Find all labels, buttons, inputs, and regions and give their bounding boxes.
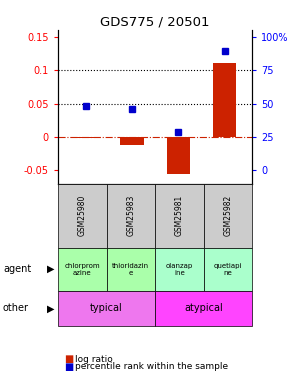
Bar xyxy=(167,137,190,174)
Bar xyxy=(74,137,97,138)
Text: ■: ■ xyxy=(64,362,73,372)
Text: log ratio: log ratio xyxy=(75,355,113,364)
Text: other: other xyxy=(3,303,29,313)
Text: ▶: ▶ xyxy=(47,303,55,313)
Text: percentile rank within the sample: percentile rank within the sample xyxy=(75,363,229,372)
Text: GSM25983: GSM25983 xyxy=(126,195,135,237)
Text: agent: agent xyxy=(3,264,31,274)
Bar xyxy=(213,63,236,137)
Text: chlorprom
azine: chlorprom azine xyxy=(64,263,100,276)
Text: quetiapi
ne: quetiapi ne xyxy=(214,263,242,276)
Text: ■: ■ xyxy=(64,354,73,364)
Text: ▶: ▶ xyxy=(47,264,55,274)
Text: GSM25981: GSM25981 xyxy=(175,195,184,236)
Text: GSM25982: GSM25982 xyxy=(224,195,233,236)
Title: GDS775 / 20501: GDS775 / 20501 xyxy=(100,16,210,29)
Bar xyxy=(120,137,144,145)
Text: typical: typical xyxy=(90,303,123,313)
Text: olanzap
ine: olanzap ine xyxy=(166,263,193,276)
Text: thioridazin
e: thioridazin e xyxy=(112,263,149,276)
Text: GSM25980: GSM25980 xyxy=(78,195,87,237)
Text: atypical: atypical xyxy=(184,303,223,313)
